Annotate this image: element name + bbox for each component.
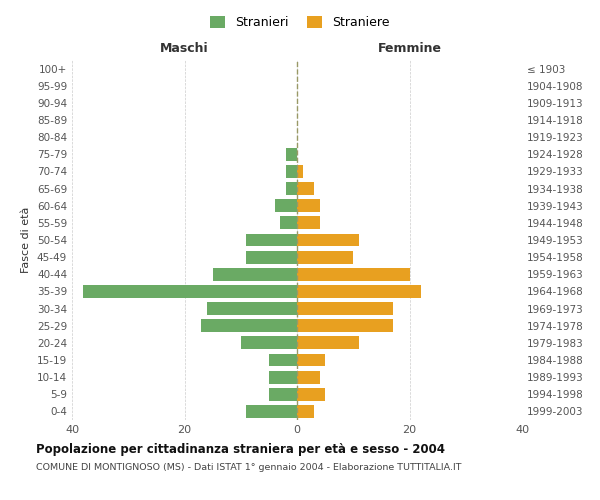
- Bar: [202, 320, 297, 332]
- Bar: [247, 234, 297, 246]
- Bar: [241, 336, 297, 349]
- Bar: [297, 285, 421, 298]
- Bar: [286, 182, 297, 195]
- Bar: [297, 370, 320, 384]
- Y-axis label: Anni di nascita: Anni di nascita: [598, 198, 600, 281]
- Bar: [297, 165, 302, 178]
- Bar: [297, 354, 325, 366]
- Bar: [297, 268, 409, 280]
- Bar: [207, 302, 297, 315]
- Legend: Stranieri, Straniere: Stranieri, Straniere: [205, 11, 395, 34]
- Bar: [297, 234, 359, 246]
- Text: COMUNE DI MONTIGNOSO (MS) - Dati ISTAT 1° gennaio 2004 - Elaborazione TUTTITALIA: COMUNE DI MONTIGNOSO (MS) - Dati ISTAT 1…: [36, 462, 461, 471]
- Bar: [297, 216, 320, 230]
- Bar: [297, 250, 353, 264]
- Bar: [247, 405, 297, 418]
- Bar: [83, 285, 297, 298]
- Bar: [297, 320, 392, 332]
- Text: Maschi: Maschi: [160, 42, 209, 55]
- Bar: [269, 370, 297, 384]
- Bar: [286, 148, 297, 160]
- Bar: [212, 268, 297, 280]
- Bar: [247, 250, 297, 264]
- Y-axis label: Fasce di età: Fasce di età: [22, 207, 31, 273]
- Text: Femmine: Femmine: [377, 42, 442, 55]
- Bar: [269, 388, 297, 400]
- Bar: [297, 388, 325, 400]
- Bar: [280, 216, 297, 230]
- Bar: [286, 165, 297, 178]
- Bar: [297, 302, 392, 315]
- Bar: [297, 200, 320, 212]
- Bar: [297, 336, 359, 349]
- Bar: [269, 354, 297, 366]
- Text: Popolazione per cittadinanza straniera per età e sesso - 2004: Popolazione per cittadinanza straniera p…: [36, 442, 445, 456]
- Bar: [275, 200, 297, 212]
- Bar: [297, 182, 314, 195]
- Bar: [297, 405, 314, 418]
